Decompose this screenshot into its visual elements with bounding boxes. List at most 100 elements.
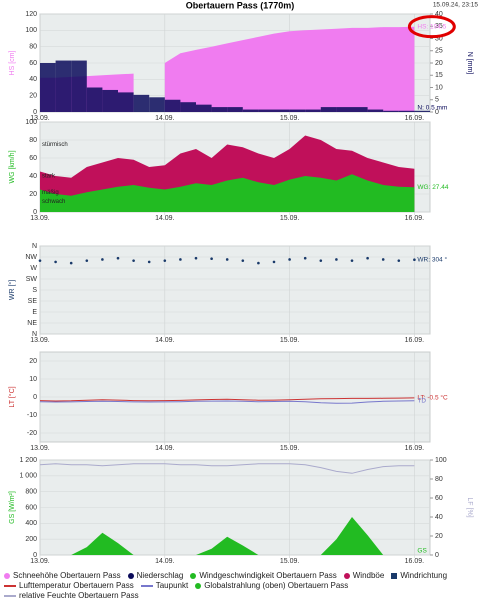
band-label: schwach xyxy=(42,199,65,205)
bar xyxy=(242,109,259,112)
bar xyxy=(71,60,87,112)
y-tick-label: 1 000 xyxy=(19,473,37,480)
point xyxy=(163,259,167,262)
bar xyxy=(102,89,118,112)
y-tick-label: 10 xyxy=(29,376,37,383)
y-tick-label: 20 xyxy=(29,93,37,100)
point xyxy=(210,257,213,261)
bar xyxy=(40,63,56,112)
y-tick-label: 0 xyxy=(33,109,37,116)
end-label: TD xyxy=(417,397,426,404)
x-tick-label: 14.09. xyxy=(155,337,175,344)
end-label: LT: -0.5 °C xyxy=(417,394,448,402)
x-tick-label: 13.09. xyxy=(30,115,50,122)
point xyxy=(38,259,42,262)
y2-tick-label: 40 xyxy=(435,514,443,521)
x-tick-label: 13.09. xyxy=(30,445,50,452)
bar xyxy=(55,60,72,112)
y-axis-title: WR [°] xyxy=(8,280,16,300)
y-tick-label: -10 xyxy=(27,412,37,419)
line xyxy=(39,397,415,402)
legend-item[interactable]: Windrichtung xyxy=(391,571,447,581)
y-tick-label: 20 xyxy=(29,191,37,198)
bar xyxy=(258,109,274,112)
band-label: stürmisch xyxy=(42,142,68,148)
bar xyxy=(289,109,306,112)
line xyxy=(39,463,415,474)
legend-item[interactable]: relative Feuchte Obertauern Pass xyxy=(4,591,139,601)
bar xyxy=(398,110,415,112)
legend-item[interactable]: Windgeschwindigkeit Obertauern Pass xyxy=(190,571,337,581)
legend-label: Taupunkt xyxy=(155,581,189,590)
y2-tick-label: 20 xyxy=(435,533,443,540)
y-tick-label: S xyxy=(32,287,37,294)
y2-tick-label: 15 xyxy=(435,72,443,79)
x-tick-label: 14.09. xyxy=(155,215,175,222)
y-tick-label: 20 xyxy=(29,358,37,365)
legend-item[interactable]: Windböe xyxy=(343,571,385,581)
legend-marker xyxy=(195,583,202,589)
end-label: WG: 27.44 xyxy=(417,184,448,191)
point xyxy=(194,256,198,260)
legend-label: Windböe xyxy=(352,571,385,580)
y-tick-label: 100 xyxy=(25,119,37,126)
bar xyxy=(352,107,368,112)
y2-tick-label: 10 xyxy=(435,84,443,91)
legend-marker xyxy=(4,585,16,587)
y-tick-label: N xyxy=(32,331,37,338)
y-tick-label: 40 xyxy=(29,173,37,180)
legend: Schneehöhe Obertauern Pass Niederschlag Wi… xyxy=(4,571,476,601)
point xyxy=(85,259,89,262)
area xyxy=(40,174,415,212)
x-tick-label: 14.09. xyxy=(155,558,175,565)
band-label: mäßig xyxy=(42,190,59,196)
y-tick-label: 60 xyxy=(29,155,37,162)
legend-item[interactable]: Niederschlag xyxy=(127,571,183,581)
bar xyxy=(211,107,228,112)
area xyxy=(164,26,415,113)
y2-tick-label: 0 xyxy=(435,552,439,559)
y2-tick-label: 60 xyxy=(435,495,443,502)
chart: Obertauern Pass (1770m) 15.09.24, 23:15 … xyxy=(8,0,479,565)
bar xyxy=(414,110,430,112)
y2-tick-label: 80 xyxy=(435,476,443,483)
y-tick-label: W xyxy=(30,265,37,272)
y-tick-label: 0 xyxy=(33,394,37,401)
y-axis-title: GS [W/m²] xyxy=(9,491,16,524)
x-tick-label: 14.09. xyxy=(155,445,175,452)
timestamp: 15.09.24, 23:15 xyxy=(433,2,479,9)
legend-item[interactable]: Taupunkt xyxy=(140,581,189,591)
end-label: GS xyxy=(417,548,427,555)
y2-tick-label: 25 xyxy=(435,48,443,55)
x-tick-label: 13.09. xyxy=(30,558,50,565)
bar xyxy=(274,109,290,112)
highlight-circle xyxy=(407,15,456,39)
point xyxy=(132,259,135,262)
y-tick-label: SE xyxy=(28,298,38,305)
point xyxy=(116,256,120,260)
x-tick-label: 13.09. xyxy=(30,215,50,222)
y-tick-label: 0 xyxy=(33,552,37,559)
y-axis-title: HS [cm] xyxy=(9,51,16,76)
y2-axis-title: LF [%] xyxy=(466,497,473,517)
legend-label: Windgeschwindigkeit Obertauern Pass xyxy=(199,571,337,580)
bar xyxy=(196,104,212,112)
point xyxy=(257,261,260,265)
point xyxy=(366,256,369,260)
x-tick-label: 13.09. xyxy=(30,337,50,344)
legend-item[interactable]: Schneehöhe Obertauern Pass xyxy=(4,571,121,581)
y-tick-label: -20 xyxy=(27,430,37,437)
point xyxy=(381,258,385,261)
legend-item[interactable]: Globalstrahlung (oben) Obertauern Pass xyxy=(195,581,348,591)
bar xyxy=(305,109,321,112)
end-label: HS: 104.5 xyxy=(417,23,446,30)
area xyxy=(40,517,415,555)
y-tick-label: E xyxy=(32,309,37,316)
chart-title: Obertauern Pass (1770m) xyxy=(186,0,295,10)
y-tick-label: 120 xyxy=(25,11,37,18)
y-tick-label: 1 200 xyxy=(19,457,37,464)
legend-label: relative Feuchte Obertauern Pass xyxy=(19,591,139,600)
legend-item[interactable]: Lufttemperatur Obertauern Pass xyxy=(4,581,134,591)
y-tick-label: 400 xyxy=(25,520,37,527)
